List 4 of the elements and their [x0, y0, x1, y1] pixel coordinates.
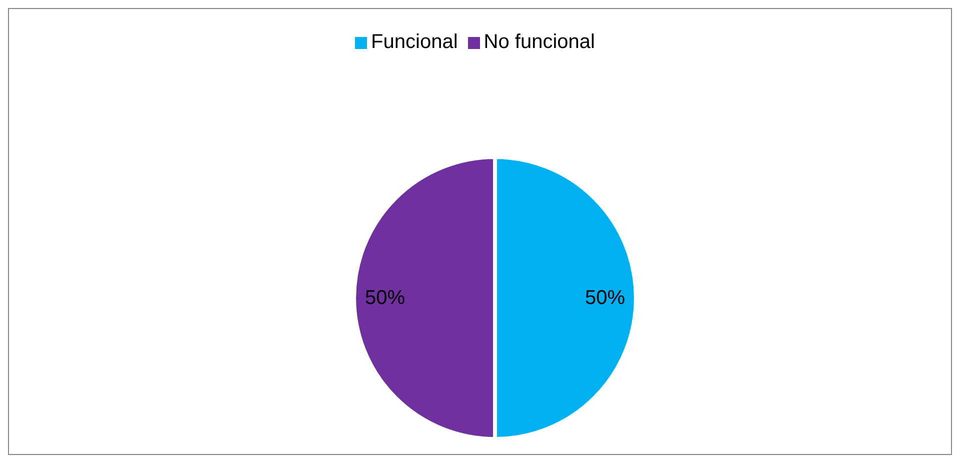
data-label: 50% — [365, 287, 406, 309]
legend-label: No funcional — [484, 31, 595, 53]
legend-label: Funcional — [371, 31, 458, 53]
data-label: 50% — [584, 287, 626, 309]
